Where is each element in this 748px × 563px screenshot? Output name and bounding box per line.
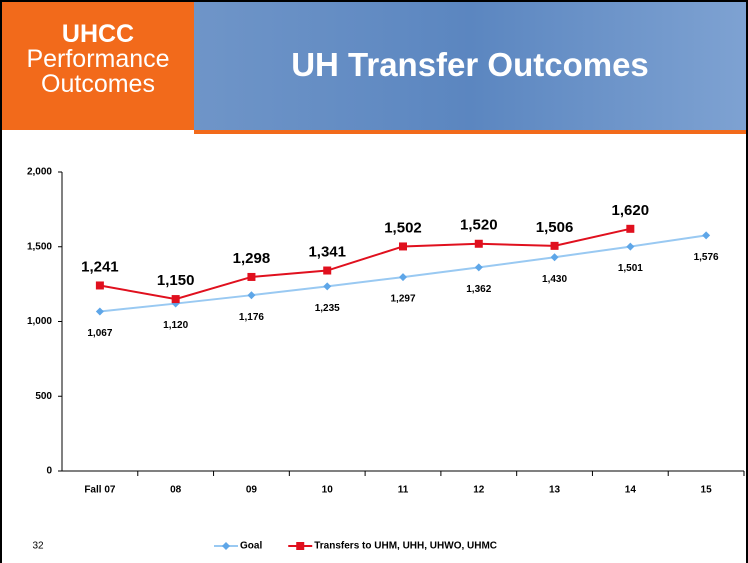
value-label: 1,067 [87,328,112,339]
value-label: 1,241 [81,258,119,275]
slide-title: UH Transfer Outcomes [291,46,649,83]
point [323,282,332,291]
x-tick-label: Fall 07 [84,485,116,496]
point [626,242,635,251]
point [474,239,483,248]
point [626,224,635,233]
value-label: 1,297 [390,294,415,305]
x-tick-label: 15 [701,485,713,496]
value-label: 1,620 [612,202,650,219]
slide-number: 32 [32,541,44,552]
y-tick-label: 1,500 [27,241,52,252]
x-tick-label: 11 [398,485,409,496]
y-tick-label: 2,000 [27,167,52,178]
banner: UH Transfer Outcomes [194,2,746,130]
legend-marker [222,542,230,550]
point [323,266,332,275]
value-label: 1,430 [542,274,567,285]
value-label: 1,341 [308,243,346,260]
value-label: 1,120 [163,320,188,331]
x-tick-label: 12 [473,485,485,496]
y-tick-label: 0 [46,466,52,477]
point [474,263,483,272]
value-label: 1,501 [618,263,643,274]
point [247,291,256,300]
legend-marker [296,542,305,550]
point [702,231,711,240]
value-label: 1,150 [157,272,195,289]
x-tick-label: 08 [170,485,182,496]
legend-label: Transfers to UHM, UHH, UHWO, UHMC [314,541,497,552]
point [550,241,559,250]
value-label: 1,362 [466,284,491,295]
badge: UHCC Performance Outcomes [2,2,194,130]
y-tick-label: 1,000 [27,316,52,327]
point [95,281,104,290]
value-label: 1,298 [233,250,271,267]
point [550,253,559,262]
legend-label: Goal [240,541,262,552]
x-tick-label: 13 [549,485,561,496]
badge-line: Outcomes [41,70,155,98]
point [399,273,407,282]
point [95,307,104,316]
badge-line: Performance [26,45,170,73]
value-label: 1,502 [384,219,422,236]
x-tick-label: 10 [322,485,334,496]
x-tick-label: 14 [625,485,637,496]
point [171,295,180,304]
value-label: 1,520 [460,217,498,234]
header-rule [194,130,746,134]
value-label: 1,176 [239,312,264,323]
series-line [99,227,631,301]
value-label: 1,235 [315,303,340,314]
value-label: 1,576 [694,252,719,263]
y-tick-label: 500 [35,391,52,402]
point [399,242,407,251]
point [247,272,256,281]
value-label: 1,506 [536,219,574,236]
badge-line: UHCC [61,20,135,48]
x-tick-label: 09 [246,485,258,496]
